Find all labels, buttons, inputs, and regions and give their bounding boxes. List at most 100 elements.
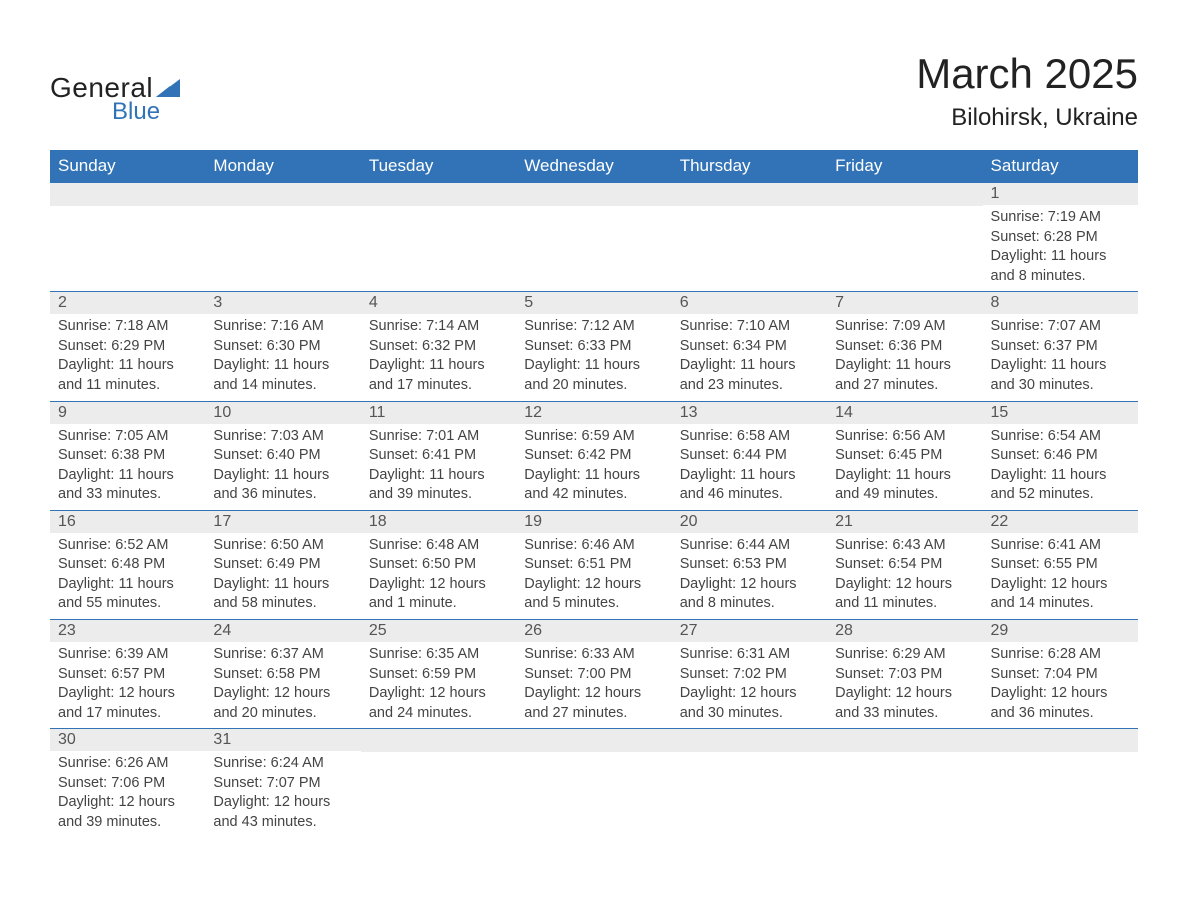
day-details: Sunrise: 6:35 AMSunset: 6:59 PMDaylight:… (361, 642, 516, 728)
calendar-day-cell: 23Sunrise: 6:39 AMSunset: 6:57 PMDayligh… (50, 619, 205, 728)
daylight-line1: Daylight: 11 hours (680, 466, 819, 486)
sunset-text: Sunset: 7:02 PM (680, 665, 819, 685)
daylight-line1: Daylight: 11 hours (213, 575, 352, 595)
daylight-line2: and 58 minutes. (213, 594, 352, 614)
day-number: 4 (361, 291, 516, 314)
sunset-text: Sunset: 7:03 PM (835, 665, 974, 685)
daylight-line1: Daylight: 11 hours (58, 575, 197, 595)
sunrise-text: Sunrise: 7:05 AM (58, 427, 197, 447)
daylight-line1: Daylight: 11 hours (369, 466, 508, 486)
sunrise-text: Sunrise: 6:39 AM (58, 645, 197, 665)
day-details: Sunrise: 7:01 AMSunset: 6:41 PMDaylight:… (361, 424, 516, 510)
daylight-line2: and 55 minutes. (58, 594, 197, 614)
daylight-line1: Daylight: 12 hours (835, 575, 974, 595)
day-number: 10 (205, 401, 360, 424)
sunset-text: Sunset: 6:36 PM (835, 337, 974, 357)
daylight-line1: Daylight: 12 hours (835, 684, 974, 704)
daylight-line2: and 1 minute. (369, 594, 508, 614)
calendar-day-cell: 27Sunrise: 6:31 AMSunset: 7:02 PMDayligh… (672, 619, 827, 728)
day-details: Sunrise: 7:19 AMSunset: 6:28 PMDaylight:… (983, 205, 1138, 291)
day-number: 3 (205, 291, 360, 314)
calendar-empty-cell (361, 728, 516, 837)
sunrise-text: Sunrise: 6:41 AM (991, 536, 1130, 556)
daylight-line2: and 17 minutes. (369, 376, 508, 396)
sunset-text: Sunset: 6:59 PM (369, 665, 508, 685)
day-details: Sunrise: 6:33 AMSunset: 7:00 PMDaylight:… (516, 642, 671, 728)
daylight-line2: and 52 minutes. (991, 485, 1130, 505)
sunrise-text: Sunrise: 6:37 AM (213, 645, 352, 665)
day-number: 26 (516, 619, 671, 642)
calendar-day-cell: 20Sunrise: 6:44 AMSunset: 6:53 PMDayligh… (672, 510, 827, 619)
daylight-line2: and 39 minutes. (58, 813, 197, 833)
day-details: Sunrise: 6:50 AMSunset: 6:49 PMDaylight:… (205, 533, 360, 619)
calendar-day-cell: 30Sunrise: 6:26 AMSunset: 7:06 PMDayligh… (50, 728, 205, 837)
sunrise-text: Sunrise: 6:46 AM (524, 536, 663, 556)
weekday-header: Monday (205, 150, 360, 182)
daylight-line2: and 27 minutes. (524, 704, 663, 724)
day-details: Sunrise: 7:10 AMSunset: 6:34 PMDaylight:… (672, 314, 827, 400)
sunrise-text: Sunrise: 6:56 AM (835, 427, 974, 447)
sunset-text: Sunset: 6:32 PM (369, 337, 508, 357)
day-details: Sunrise: 6:46 AMSunset: 6:51 PMDaylight:… (516, 533, 671, 619)
daylight-line2: and 14 minutes. (991, 594, 1130, 614)
day-details: Sunrise: 6:56 AMSunset: 6:45 PMDaylight:… (827, 424, 982, 510)
month-title: March 2025 (916, 50, 1138, 98)
calendar-day-cell: 26Sunrise: 6:33 AMSunset: 7:00 PMDayligh… (516, 619, 671, 728)
empty-spacer (50, 206, 205, 288)
daylight-line1: Daylight: 11 hours (524, 356, 663, 376)
calendar-day-cell: 10Sunrise: 7:03 AMSunset: 6:40 PMDayligh… (205, 401, 360, 510)
day-details: Sunrise: 7:12 AMSunset: 6:33 PMDaylight:… (516, 314, 671, 400)
day-number: 28 (827, 619, 982, 642)
calendar-day-cell: 17Sunrise: 6:50 AMSunset: 6:49 PMDayligh… (205, 510, 360, 619)
daylight-line1: Daylight: 12 hours (58, 793, 197, 813)
calendar-empty-cell (205, 182, 360, 291)
day-details: Sunrise: 6:52 AMSunset: 6:48 PMDaylight:… (50, 533, 205, 619)
sunrise-text: Sunrise: 6:54 AM (991, 427, 1130, 447)
sunset-text: Sunset: 6:37 PM (991, 337, 1130, 357)
day-number: 1 (983, 182, 1138, 205)
sunset-text: Sunset: 6:40 PM (213, 446, 352, 466)
sunset-text: Sunset: 6:42 PM (524, 446, 663, 466)
sunrise-text: Sunrise: 7:16 AM (213, 317, 352, 337)
sunrise-text: Sunrise: 6:48 AM (369, 536, 508, 556)
calendar-day-cell: 21Sunrise: 6:43 AMSunset: 6:54 PMDayligh… (827, 510, 982, 619)
daylight-line1: Daylight: 11 hours (58, 356, 197, 376)
calendar-body: 1Sunrise: 7:19 AMSunset: 6:28 PMDaylight… (50, 182, 1138, 838)
daylight-line1: Daylight: 11 hours (835, 466, 974, 486)
calendar-day-cell: 1Sunrise: 7:19 AMSunset: 6:28 PMDaylight… (983, 182, 1138, 291)
day-details: Sunrise: 6:26 AMSunset: 7:06 PMDaylight:… (50, 751, 205, 837)
daylight-line1: Daylight: 11 hours (369, 356, 508, 376)
daylight-line2: and 42 minutes. (524, 485, 663, 505)
calendar-empty-cell (827, 182, 982, 291)
weekday-header: Sunday (50, 150, 205, 182)
empty-day-bar (516, 182, 671, 206)
day-number: 9 (50, 401, 205, 424)
sunset-text: Sunset: 6:50 PM (369, 555, 508, 575)
empty-spacer (672, 206, 827, 288)
calendar-day-cell: 7Sunrise: 7:09 AMSunset: 6:36 PMDaylight… (827, 291, 982, 400)
day-details: Sunrise: 6:37 AMSunset: 6:58 PMDaylight:… (205, 642, 360, 728)
daylight-line1: Daylight: 12 hours (369, 575, 508, 595)
calendar-empty-cell (516, 182, 671, 291)
sunrise-text: Sunrise: 6:59 AM (524, 427, 663, 447)
day-details: Sunrise: 7:05 AMSunset: 6:38 PMDaylight:… (50, 424, 205, 510)
day-number: 2 (50, 291, 205, 314)
day-details: Sunrise: 7:09 AMSunset: 6:36 PMDaylight:… (827, 314, 982, 400)
daylight-line1: Daylight: 12 hours (213, 684, 352, 704)
weekday-header: Friday (827, 150, 982, 182)
day-number: 30 (50, 728, 205, 751)
day-number: 29 (983, 619, 1138, 642)
sunrise-text: Sunrise: 6:52 AM (58, 536, 197, 556)
calendar-day-cell: 28Sunrise: 6:29 AMSunset: 7:03 PMDayligh… (827, 619, 982, 728)
day-details: Sunrise: 7:16 AMSunset: 6:30 PMDaylight:… (205, 314, 360, 400)
calendar-day-cell: 3Sunrise: 7:16 AMSunset: 6:30 PMDaylight… (205, 291, 360, 400)
day-number: 8 (983, 291, 1138, 314)
day-number: 21 (827, 510, 982, 533)
day-details: Sunrise: 6:28 AMSunset: 7:04 PMDaylight:… (983, 642, 1138, 728)
daylight-line1: Daylight: 12 hours (369, 684, 508, 704)
day-number: 12 (516, 401, 671, 424)
empty-spacer (827, 206, 982, 288)
sunrise-text: Sunrise: 7:03 AM (213, 427, 352, 447)
day-number: 7 (827, 291, 982, 314)
day-number: 14 (827, 401, 982, 424)
